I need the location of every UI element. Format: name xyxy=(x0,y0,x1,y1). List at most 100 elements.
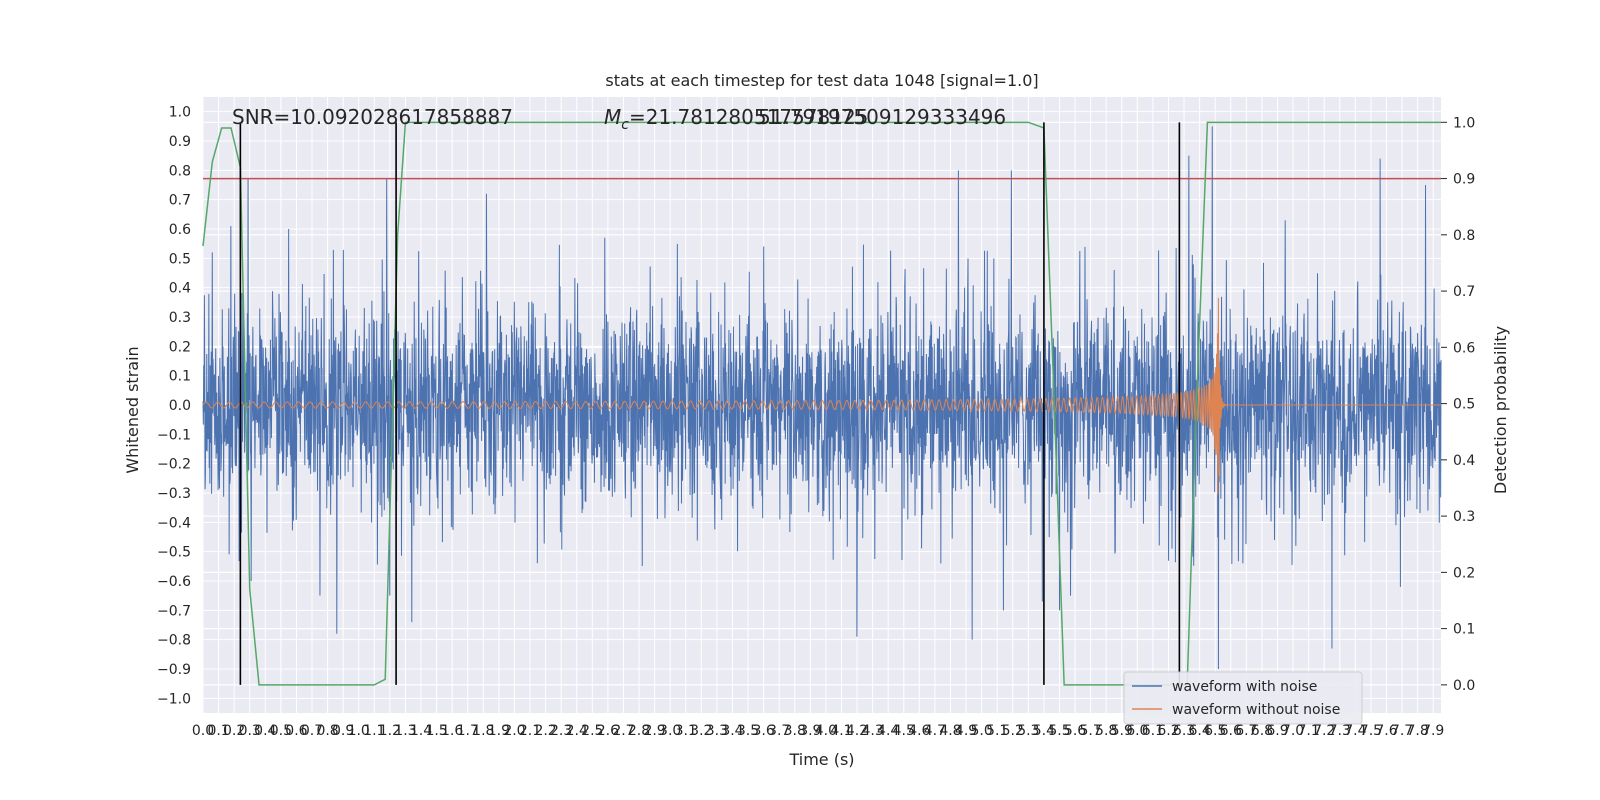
x-tick-label: 1.5 xyxy=(425,723,447,739)
vertical-markers xyxy=(239,122,1181,685)
chirp-mass-annotation: Mc=21.781280517578125 xyxy=(604,105,868,133)
x-tick-label: 7.2 xyxy=(1313,723,1335,739)
x-tick-label: 7.5 xyxy=(1360,723,1382,739)
y-tick-label: 0.8 xyxy=(169,163,191,179)
x-tick-label: 4.2 xyxy=(846,723,868,739)
x-tick-label: 6.7 xyxy=(1235,723,1257,739)
x-tick-label: 2.3 xyxy=(550,723,572,739)
x-tick-label: 2.4 xyxy=(566,723,588,739)
chirp-mass-value: =21.781280517578125 xyxy=(629,105,868,129)
x-tick-label: 1.6 xyxy=(441,723,463,739)
x-tick-label: 7.1 xyxy=(1298,723,1320,739)
x-tick-label: 0.2 xyxy=(223,723,245,739)
y-tick-label: 0.0 xyxy=(169,398,191,414)
y-tick-label: −0.8 xyxy=(157,633,191,649)
y-tick-label: −0.9 xyxy=(157,662,191,678)
y2-tick-label: 0.8 xyxy=(1453,228,1475,244)
x-tick-label: 7.0 xyxy=(1282,723,1304,739)
x-tick-label: 2.1 xyxy=(519,723,541,739)
x-tick-label: 6.2 xyxy=(1157,723,1179,739)
x-tick-label: 2.6 xyxy=(597,723,619,739)
x-tick-label: 7.8 xyxy=(1407,723,1429,739)
y-tick-label: 0.7 xyxy=(169,193,191,209)
y-tick-label: −0.3 xyxy=(157,486,191,502)
y2-tick-labels: 1.0 0.9 0.8 0.7 0.6 0.5 0.4 0.3 0.2 0.1 0.0 xyxy=(1441,115,1475,694)
y-tick-label: −1.0 xyxy=(157,691,191,707)
x-tick-label: 4.9 xyxy=(955,723,977,739)
y2-axis-label: Detection probability xyxy=(1491,326,1510,494)
x-tick-label: 3.8 xyxy=(784,723,806,739)
x-tick-label: 1.2 xyxy=(379,723,401,739)
y-tick-label: 0.4 xyxy=(169,281,191,297)
x-tick-label: 5.7 xyxy=(1079,723,1101,739)
x-tick-label: 0.8 xyxy=(316,723,338,739)
y-tick-label: −0.7 xyxy=(157,603,191,619)
x-tick-label: 5.1 xyxy=(986,723,1008,739)
x-tick-label: 3.6 xyxy=(752,723,774,739)
x-tick-label: 3.4 xyxy=(721,723,743,739)
x-tick-label: 0.7 xyxy=(301,723,323,739)
series-waveform-without-noise xyxy=(202,297,1441,495)
x-tick-label: 1.7 xyxy=(457,723,479,739)
x-tick-label: 3.5 xyxy=(737,723,759,739)
x-tick-label: 7.9 xyxy=(1422,723,1444,739)
x-tick-label: 5.5 xyxy=(1048,723,1070,739)
x-tick-label: 4.4 xyxy=(877,723,899,739)
x-tick-label: 4.3 xyxy=(861,723,883,739)
chirp-mass-symbol: M xyxy=(604,105,621,129)
x-tick-label: 5.4 xyxy=(1033,723,1055,739)
x-tick-label: 7.4 xyxy=(1344,723,1366,739)
y-tick-label: −0.2 xyxy=(157,457,191,473)
y-tick-label: 1.0 xyxy=(169,105,191,121)
y2-tick-label: 0.6 xyxy=(1453,340,1475,356)
plot-series-group xyxy=(202,121,1442,686)
x-tick-label: 6.5 xyxy=(1204,723,1226,739)
x-tick-label: 0.0 xyxy=(192,723,214,739)
x-tick-label: 1.8 xyxy=(472,723,494,739)
x-tick-label: 4.7 xyxy=(924,723,946,739)
x-tick-label: 2.2 xyxy=(534,723,556,739)
x-tick-label: 0.1 xyxy=(207,723,229,739)
x-tick-label: 2.0 xyxy=(503,723,525,739)
legend-box xyxy=(1123,671,1363,725)
x-tick-label: 4.6 xyxy=(908,723,930,739)
y2-tick-label: 0.9 xyxy=(1453,172,1475,188)
x-tick-label: 3.9 xyxy=(799,723,821,739)
x-tick-label: 6.8 xyxy=(1251,723,1273,739)
x-tick-label: 7.6 xyxy=(1375,723,1397,739)
grid-horizontal xyxy=(203,111,1441,699)
snr-annotation: SNR=10.092028617858887 xyxy=(232,105,513,129)
x-tick-label: 1.0 xyxy=(348,723,370,739)
x-tick-label: 1.3 xyxy=(394,723,416,739)
x-axis-label: Time (s) xyxy=(788,750,854,769)
x-tick-label: 5.3 xyxy=(1017,723,1039,739)
legend-label-clean: waveform without noise xyxy=(1172,702,1340,718)
x-tick-label: 5.0 xyxy=(970,723,992,739)
y-tick-label: −0.4 xyxy=(157,515,191,531)
y-tick-label: −0.5 xyxy=(157,545,191,561)
x-tick-label: 4.8 xyxy=(939,723,961,739)
y2-tick-label: 0.1 xyxy=(1453,622,1475,638)
x-tick-label: 2.5 xyxy=(581,723,603,739)
y2-tick-label: 0.7 xyxy=(1453,284,1475,300)
x-tick-label: 3.1 xyxy=(675,723,697,739)
x-tick-label: 2.7 xyxy=(612,723,634,739)
y-tick-label: 0.6 xyxy=(169,222,191,238)
x-tick-label: 1.4 xyxy=(410,723,432,739)
x-tick-label: 6.4 xyxy=(1188,723,1210,739)
x-tick-label: 4.5 xyxy=(893,723,915,739)
x-tick-label: 4.0 xyxy=(815,723,837,739)
x-tick-label: 7.3 xyxy=(1329,723,1351,739)
y2-tick-label: 0.2 xyxy=(1453,565,1475,581)
chirp-mass-subscript: c xyxy=(621,117,629,133)
x-tick-label: 0.5 xyxy=(270,723,292,739)
x-tick-label: 3.0 xyxy=(659,723,681,739)
x-tick-label: 0.6 xyxy=(285,723,307,739)
y2-tick-label: 0.4 xyxy=(1453,453,1475,469)
y-tick-label: 0.9 xyxy=(169,134,191,150)
x-tick-label: 0.3 xyxy=(239,723,261,739)
y2-tick-label: 0.0 xyxy=(1453,678,1475,694)
x-tick-label: 3.7 xyxy=(768,723,790,739)
x-tick-label: 3.3 xyxy=(706,723,728,739)
